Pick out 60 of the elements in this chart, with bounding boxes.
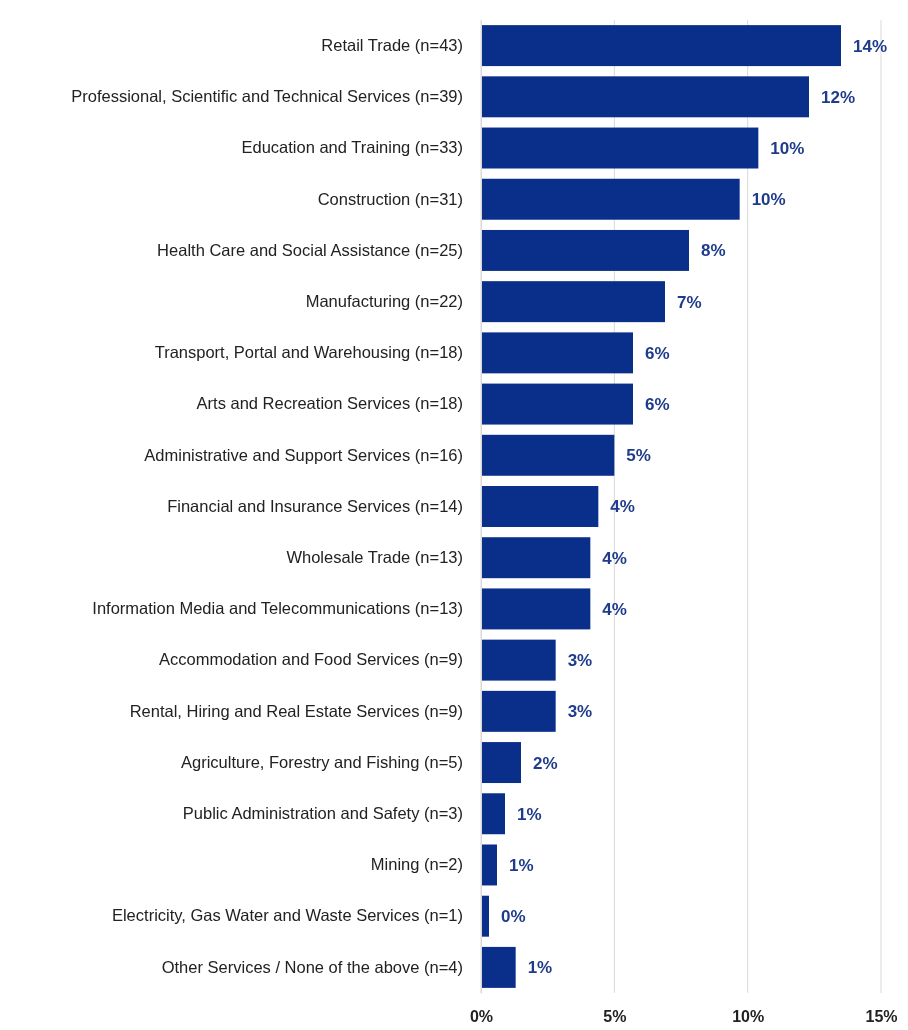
- data-label: 1%: [527, 958, 553, 978]
- y-tick-label: Health Care and Social Assistance (n=25): [157, 240, 463, 259]
- y-tick-label: Agriculture, Forestry and Fishing (n=5): [181, 752, 463, 771]
- bar: [481, 383, 633, 425]
- bar: [481, 127, 759, 169]
- y-tick-label: Education and Training (n=33): [241, 138, 463, 157]
- bar: [481, 690, 556, 732]
- data-label: 4%: [602, 548, 627, 568]
- data-label: 1%: [509, 855, 534, 875]
- data-label: 10%: [770, 138, 805, 158]
- bar: [481, 793, 505, 835]
- bar: [481, 178, 740, 220]
- y-tick-label: Information Media and Telecommunications (n=13): [92, 599, 463, 618]
- bar: [481, 946, 516, 988]
- y-tick-label: Electricity, Gas Water and Waste Services (n=1): [111, 906, 463, 925]
- bar: [481, 434, 615, 476]
- y-tick-label: Accommodation and Food Services (n=9): [158, 650, 463, 669]
- bar: [481, 588, 591, 630]
- data-label: 4%: [610, 497, 635, 517]
- bar: [481, 25, 841, 67]
- data-label: 0%: [501, 907, 526, 927]
- y-tick-label: Professional, Scientific and Technical Services (n=39): [71, 87, 463, 106]
- bar: [481, 844, 497, 886]
- data-label: 8%: [701, 241, 726, 261]
- y-tick-label: Rental, Hiring and Real Estate Services (n=9): [129, 701, 463, 720]
- bar: [481, 639, 556, 681]
- bar: [481, 281, 665, 323]
- data-label: 6%: [645, 395, 670, 415]
- y-tick-label: Wholesale Trade (n=13): [286, 547, 463, 566]
- data-label: 10%: [751, 190, 786, 210]
- x-tick-label: 10%: [732, 1008, 765, 1026]
- y-tick-label: Manufacturing (n=22): [305, 291, 463, 310]
- data-label: 5%: [626, 446, 651, 466]
- y-tick-label: Construction (n=31): [317, 189, 463, 208]
- data-label: 3%: [567, 702, 593, 722]
- data-label: 1%: [517, 804, 542, 824]
- bar: [481, 742, 521, 784]
- data-label: 6%: [645, 343, 670, 363]
- bar: [481, 229, 689, 271]
- data-label: 14%: [853, 36, 888, 56]
- data-label: 4%: [602, 599, 627, 619]
- data-label: 7%: [677, 292, 702, 312]
- bar: [481, 486, 599, 527]
- x-tick-label: 15%: [865, 1008, 898, 1026]
- y-tick-label: Other Services / None of the above (n=4): [161, 957, 463, 976]
- data-label: 3%: [567, 651, 593, 671]
- bar: [481, 537, 591, 579]
- data-label: 12%: [821, 87, 856, 107]
- y-tick-label: Arts and Recreation Services (n=18): [196, 394, 463, 413]
- y-tick-label: Transport, Portal and Warehousing (n=18): [154, 343, 463, 362]
- y-tick-label: Administrative and Support Services (n=16): [144, 445, 463, 464]
- bar: [481, 332, 633, 374]
- y-tick-label: Public Administration and Safety (n=3): [182, 804, 463, 823]
- data-label: 2%: [533, 753, 558, 773]
- bar: [481, 76, 809, 118]
- y-tick-label: Retail Trade (n=43): [321, 35, 463, 54]
- x-tick-label: 0%: [469, 1008, 494, 1026]
- y-tick-label: Financial and Insurance Services (n=14): [167, 496, 463, 515]
- y-tick-label: Mining (n=2): [370, 855, 463, 874]
- x-tick-label: 5%: [603, 1008, 627, 1026]
